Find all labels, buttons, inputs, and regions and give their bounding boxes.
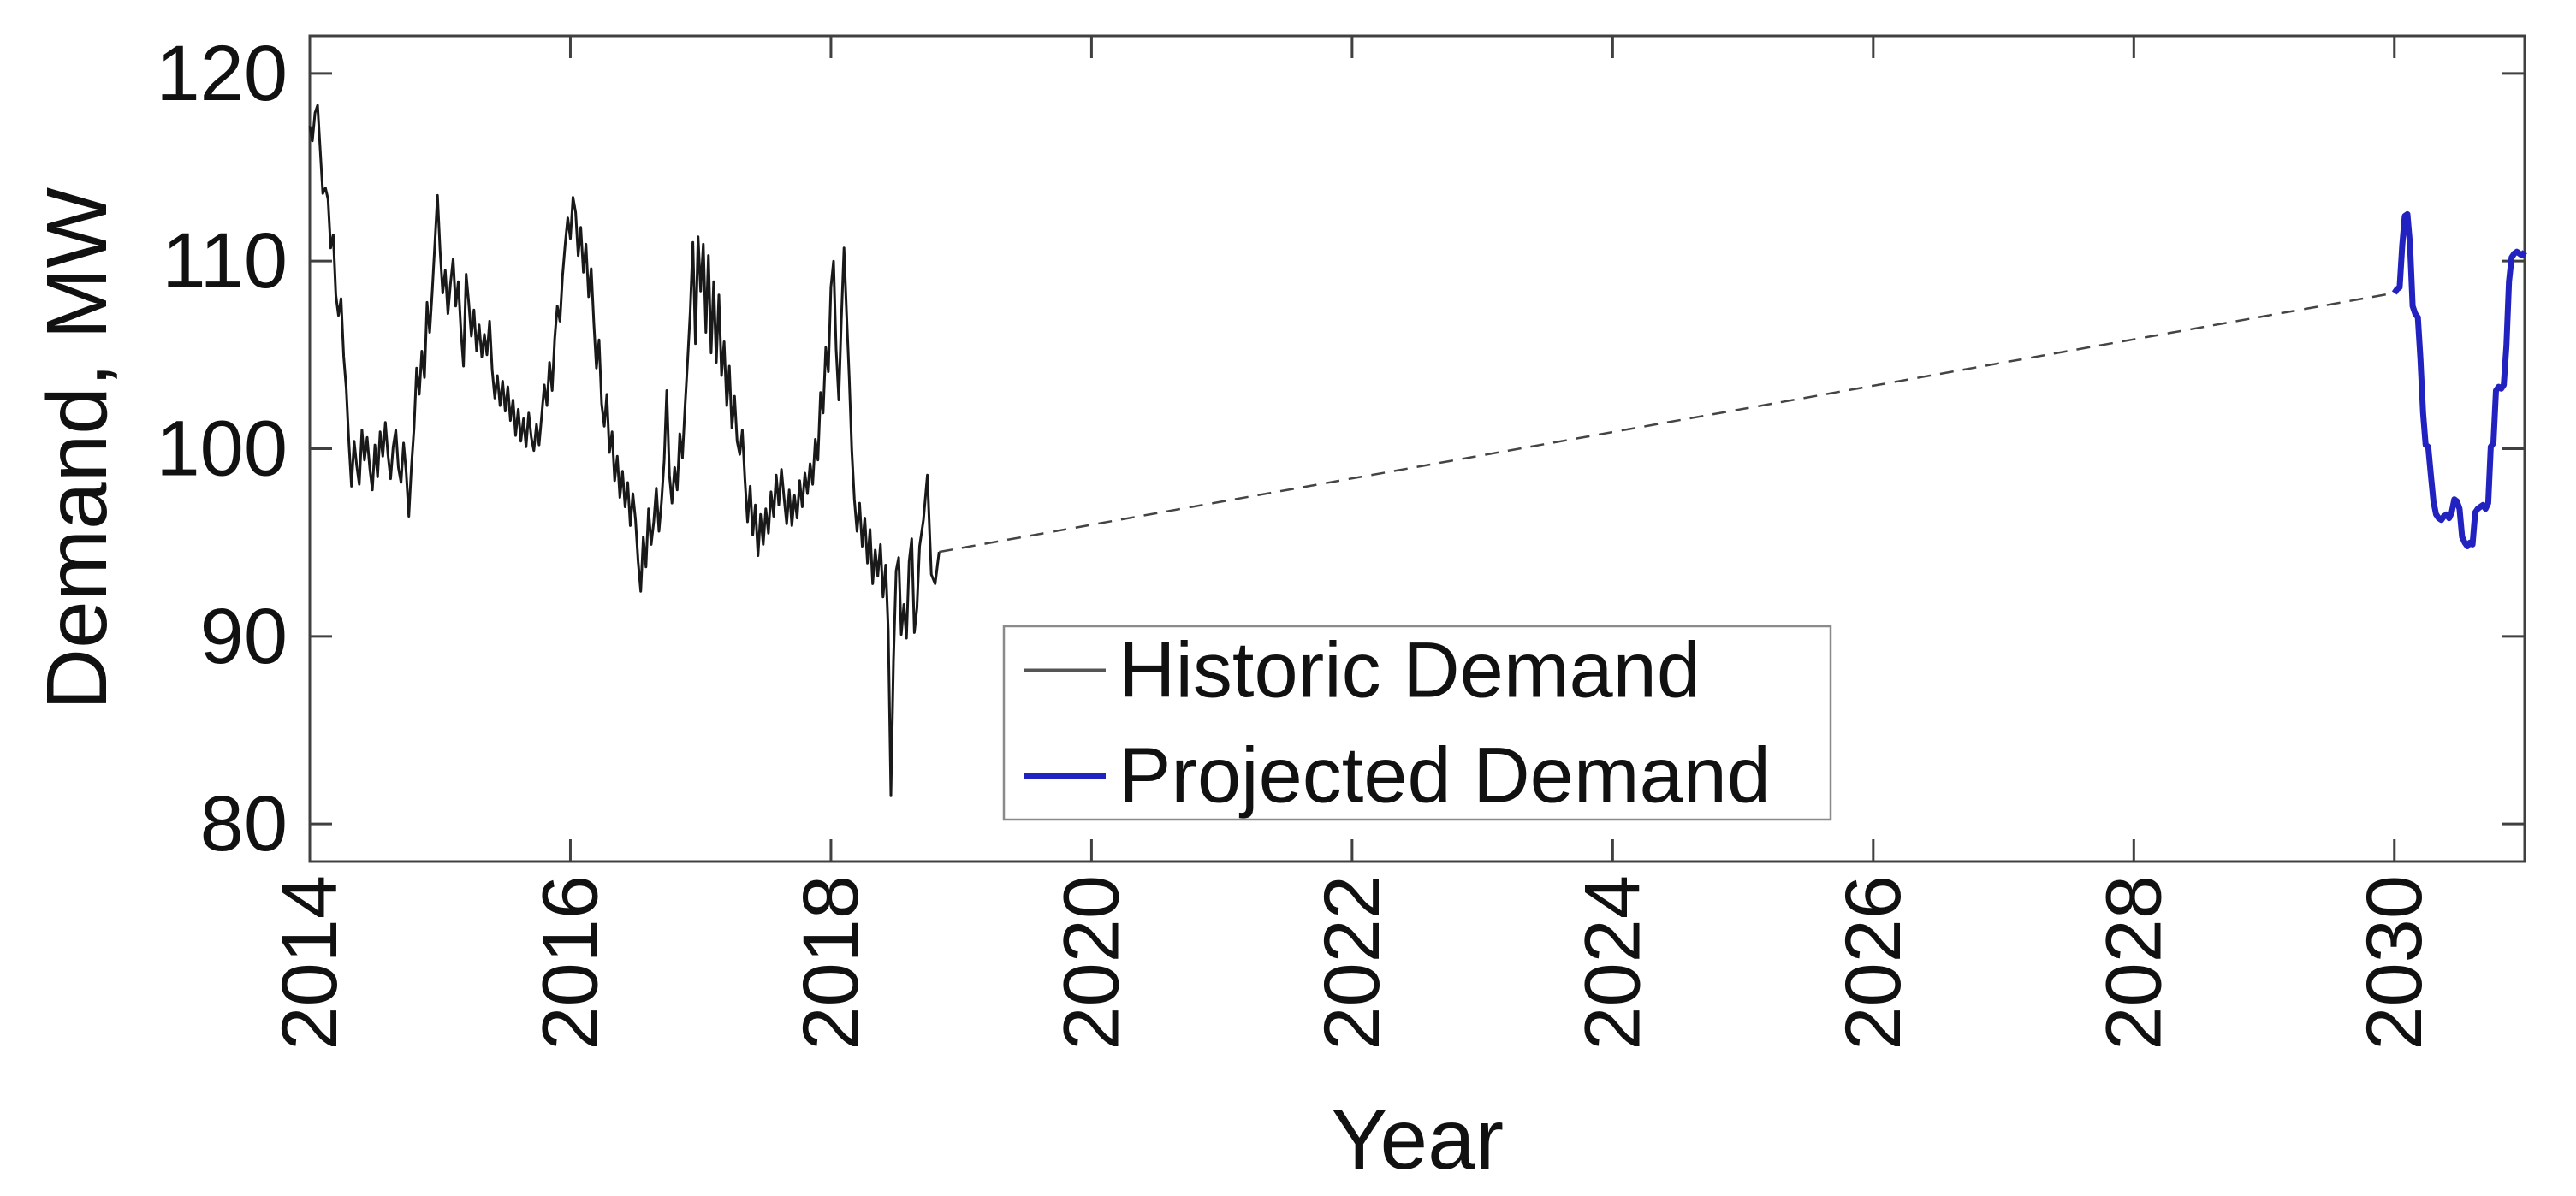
y-tick-label: 120 — [157, 30, 288, 117]
historic-demand-line — [308, 104, 941, 797]
y-tick-label: 90 — [200, 593, 288, 680]
x-tick-label: 2028 — [2090, 875, 2177, 1051]
legend-label-historic-demand: Historic Demand — [1119, 627, 1701, 714]
x-tick-label: 2024 — [1569, 875, 1656, 1051]
y-tick-label: 80 — [200, 780, 288, 867]
x-tick-label: 2018 — [787, 875, 875, 1051]
x-tick-label: 2014 — [266, 875, 353, 1051]
legend-box — [1002, 625, 1832, 821]
x-tick-label: 2026 — [1830, 875, 1917, 1051]
x-tick-label: 2022 — [1309, 875, 1396, 1051]
projection-connector-line — [939, 292, 2395, 554]
y-tick-label: 110 — [162, 217, 288, 305]
x-tick-label: 2020 — [1048, 875, 1135, 1051]
x-axis-label: Year — [1331, 1092, 1504, 1187]
projected-demand-line — [2391, 210, 2527, 549]
x-tick-label: 2030 — [2351, 875, 2438, 1051]
y-tick-label: 100 — [157, 406, 288, 493]
x-tick-label: 2016 — [526, 875, 614, 1051]
legend-label-projected-demand: Projected Demand — [1119, 732, 1771, 820]
y-axis-label: Demand, MW — [29, 187, 125, 710]
